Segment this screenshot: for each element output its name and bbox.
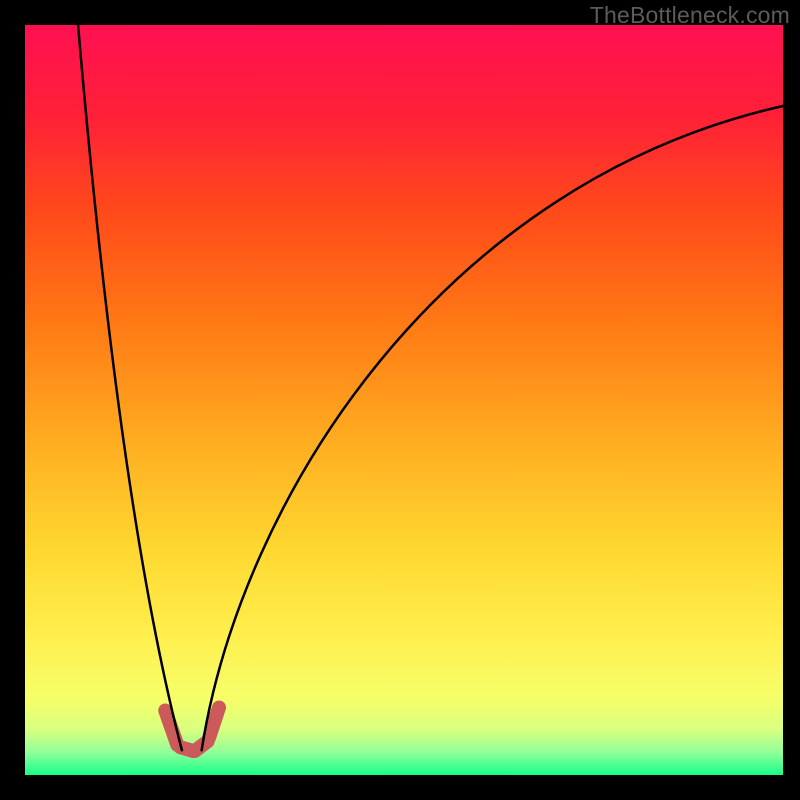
plot-background [25, 25, 783, 775]
chart-svg [0, 0, 800, 800]
chart-container: TheBottleneck.com [0, 0, 800, 800]
trough-marker-segment [209, 708, 219, 738]
